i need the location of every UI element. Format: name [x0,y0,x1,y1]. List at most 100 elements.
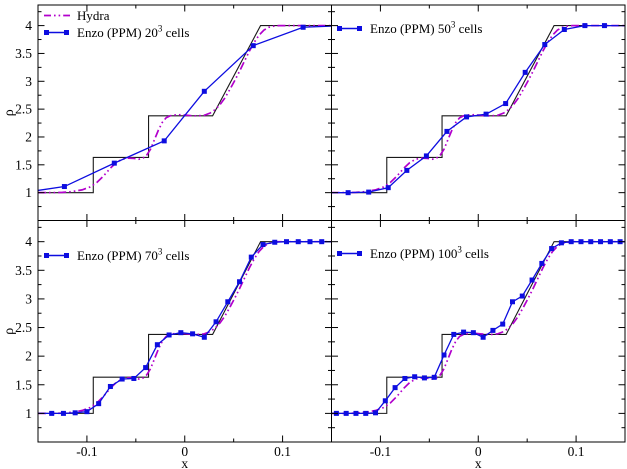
enzo-data-point-marker [319,239,325,245]
enzo-data-point-marker [343,410,349,416]
series-enzo-markers [49,239,325,416]
enzo-data-point-marker [284,239,289,245]
series-hydra-line [38,24,332,194]
enzo-data-point-marker [404,167,410,173]
enzo-data-point-marker [542,42,548,48]
enzo-data-point-marker [558,240,564,246]
enzo-data-point-marker [96,401,102,407]
enzo-data-point-marker [441,352,447,358]
enzo-data-point-marker [366,189,372,195]
x-tick-label: 0 [475,444,482,459]
legend-item-enzo50: Enzo (PPM) 503 cells [337,20,482,37]
enzo-data-point-marker [60,410,66,416]
enzo-data-point-marker [61,184,67,190]
enzo-data-point-marker [237,279,243,285]
enzo-data-point-marker [549,246,555,252]
enzo-data-point-marker [119,376,125,382]
enzo-data-point-marker [260,242,266,248]
series-hydra-line [331,24,625,194]
y-tick-label: 2 [25,129,32,144]
legend-label: Enzo (PPM) 703 cells [77,246,190,263]
x-tick-label: 0.1 [274,444,291,459]
enzo-data-point-marker [178,330,184,336]
y-tick-label: 1 [25,406,32,421]
legend-bottom-left: Enzo (PPM) 703 cells [44,247,189,264]
enzo-data-point-marker [213,319,219,325]
y-tick-label: 2 [25,349,32,364]
enzo-data-point-marker [490,327,496,333]
enzo-data-point-marker [272,239,278,245]
enzo-data-point-marker [107,383,113,389]
enzo-square-line-sample-icon [337,26,362,31]
series-hydra-line [331,240,625,415]
enzo-square-line-sample-icon [44,253,69,258]
enzo-data-point-marker [588,239,594,245]
enzo-data-point-marker [131,375,137,381]
legend-label: Enzo (PPM) 1003 cells [370,244,489,261]
enzo-data-point-marker [201,334,207,340]
enzo-data-point-marker [480,334,486,340]
legend-item-hydra: Hydra [44,7,189,24]
enzo-data-point-marker [345,190,351,196]
series-enzo-line [38,241,332,415]
y-tick-label: 2.5 [15,320,32,335]
enzo-data-point-marker [421,375,427,381]
series-enzo-line [331,24,625,194]
enzo-data-point-marker [373,410,379,416]
legend-top-left: Hydra Enzo (PPM) 203 cells [44,7,189,41]
y-tick-label: 3 [25,291,32,306]
x-tick-label: -0.1 [370,444,391,459]
enzo-data-point-marker [300,24,306,30]
legend-label: Enzo (PPM) 203 cells [77,23,190,40]
y-tick-label: 2.5 [15,102,32,117]
legend-item-enzo100: Enzo (PPM) 1003 cells [337,245,489,262]
series-analytic-line [38,25,332,194]
enzo-data-point-marker [412,374,418,380]
enzo-data-point-marker [84,409,90,415]
enzo-data-point-marker [143,365,149,371]
legend-item-enzo20: Enzo (PPM) 203 cells [44,24,189,41]
enzo-data-point-marker [402,375,408,381]
series-analytic-line [331,241,625,414]
enzo-data-point-marker [522,69,528,75]
enzo-data-point-marker [161,138,167,144]
x-tick-label: 0 [181,444,188,459]
enzo-data-point-marker [509,299,515,305]
panel-frame [331,4,626,221]
panel-enzo100: -0.1 0 0.1 x [331,220,626,469]
enzo-data-point-marker [503,101,509,107]
x-tick-label: 0.1 [568,444,585,459]
enzo-data-point-marker [166,332,172,338]
enzo-data-point-marker [363,410,369,416]
y-tick-label: 3.5 [15,263,32,278]
enzo-data-point-marker [72,410,78,416]
enzo-data-point-marker [529,277,535,283]
enzo-data-point-marker [461,329,467,335]
enzo-data-point-marker [225,299,231,305]
enzo-data-point-marker [539,260,545,266]
enzo-data-point-marker [500,321,506,327]
y-tick-label: 4 [25,234,32,249]
y-tick-label: 1.5 [15,157,32,172]
hydra-dashdot-sample-icon [44,14,70,17]
enzo-data-point-marker [382,398,388,404]
panel-enzo50 [331,4,626,221]
enzo-data-point-marker [154,342,160,348]
enzo-data-point-marker [111,160,117,166]
enzo-data-point-marker [561,27,567,32]
y-axis-label: ρ [2,109,17,116]
y-tick-label: 3.5 [15,46,32,61]
series-enzo-markers [61,24,306,190]
x-axis-label: x [181,456,188,469]
enzo-square-line-sample-icon [44,30,69,35]
enzo-data-point-marker [598,239,604,245]
enzo-data-point-marker [423,153,429,159]
enzo-data-point-marker [392,385,398,391]
enzo-data-point-marker [295,239,301,245]
enzo-data-point-marker [483,111,489,117]
series-analytic-line [38,241,332,414]
enzo-data-point-marker [519,293,525,299]
series-enzo-markers [345,23,607,196]
enzo-square-line-sample-icon [337,251,362,256]
